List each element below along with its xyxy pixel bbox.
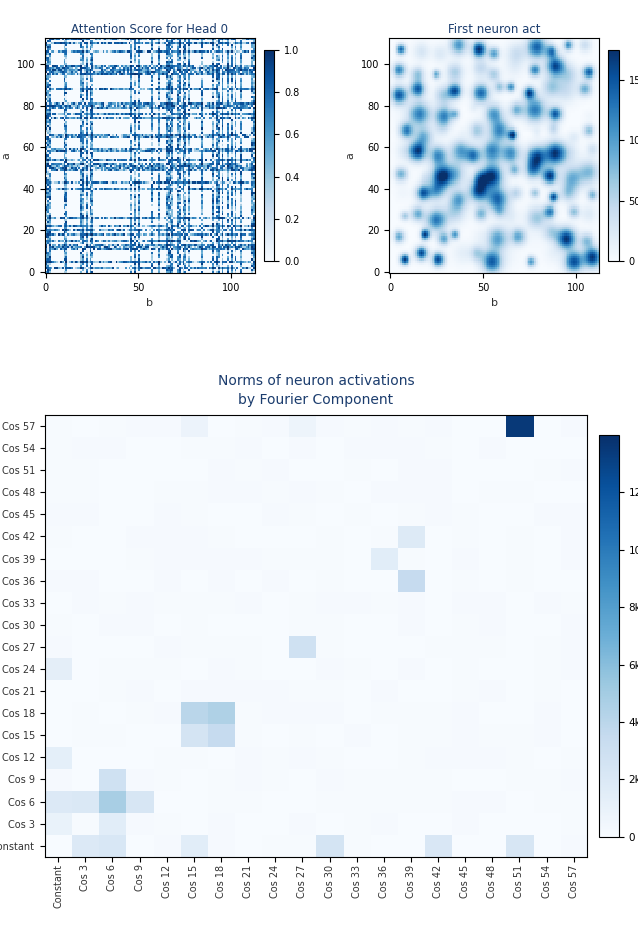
Title: Attention Score for Head 0: Attention Score for Head 0 (71, 23, 228, 35)
Y-axis label: a: a (1, 152, 11, 159)
X-axis label: b: b (491, 298, 498, 308)
Title: Norms of neuron activations
by Fourier Component: Norms of neuron activations by Fourier C… (218, 374, 414, 407)
Y-axis label: a: a (346, 152, 355, 159)
X-axis label: b: b (146, 298, 153, 308)
Title: First neuron act: First neuron act (448, 23, 540, 35)
